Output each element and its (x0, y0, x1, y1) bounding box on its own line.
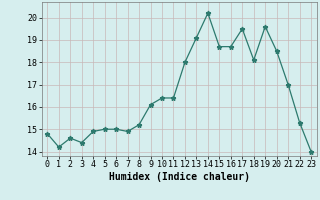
X-axis label: Humidex (Indice chaleur): Humidex (Indice chaleur) (109, 172, 250, 182)
